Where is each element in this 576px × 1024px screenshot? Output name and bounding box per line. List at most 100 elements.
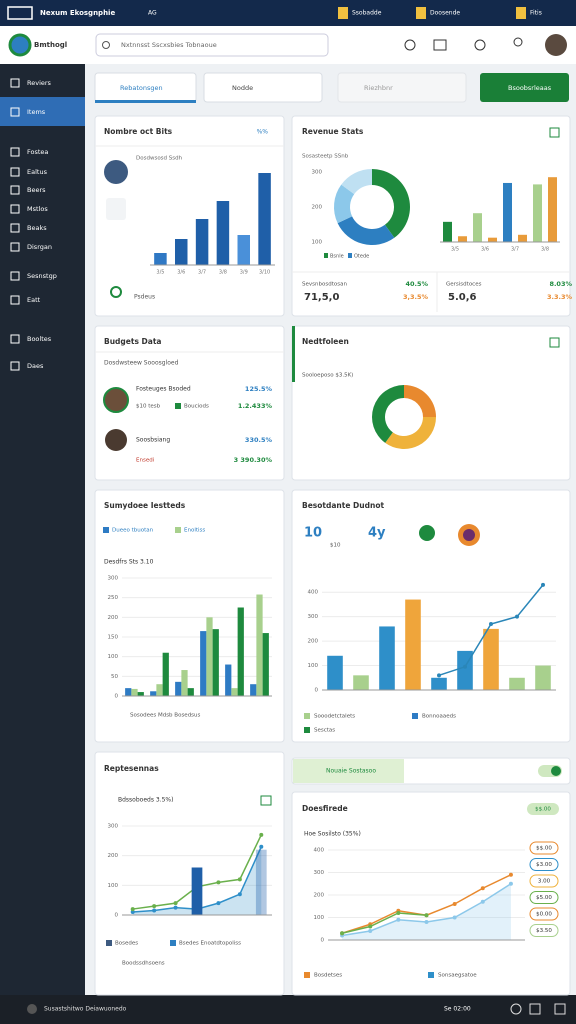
y-tick-label: 0: [115, 694, 119, 700]
y-tick-label: 100: [108, 654, 119, 660]
point: [237, 892, 242, 897]
x-tick-label: 3/8: [219, 270, 227, 276]
point: [480, 886, 485, 891]
point: [396, 911, 401, 915]
checkbox[interactable]: [549, 127, 560, 138]
point: [152, 908, 157, 913]
y-tick-label: 0: [315, 688, 319, 694]
subtitle: Bdssoboeds 3.5%): [118, 797, 173, 804]
scale-label: 200: [312, 205, 323, 211]
bar: [131, 688, 138, 696]
tab-button[interactable]: [480, 73, 569, 102]
nav-icon: [10, 147, 20, 157]
bar: [255, 849, 267, 915]
card-title: Budgets Data: [104, 337, 161, 346]
app-title: Nexum Ekosgnphie: [40, 9, 115, 17]
search-placeholder: Nxtnnsst Sscxsbies Tobnaoue: [121, 41, 217, 49]
legend-label: Bsnle: [330, 254, 344, 260]
y-tick-label: 300: [308, 614, 319, 620]
nav-item: Fostea: [27, 148, 48, 156]
kpi-icon: [463, 529, 475, 541]
point: [424, 913, 429, 918]
bar: [250, 684, 257, 696]
checkbox[interactable]: [549, 337, 560, 348]
card-title: Nedtfoleen: [302, 337, 349, 346]
icon[interactable]: [513, 37, 523, 47]
item-sub: Ensedi: [136, 458, 155, 464]
bar: [353, 675, 369, 690]
x-tick-label: 3/7: [511, 247, 519, 253]
bar: [488, 237, 497, 242]
pill: [529, 924, 559, 937]
bar: [181, 670, 188, 696]
line: [341, 912, 427, 934]
legend-label: Bsedes Enoatdtopoliss: [179, 941, 241, 947]
point: [452, 915, 457, 920]
sidebar: [0, 64, 85, 995]
icon[interactable]: [433, 39, 447, 51]
y-tick-label: 400: [308, 590, 319, 596]
status-text: Susastshitwo Deiawuonedo: [44, 1006, 127, 1013]
checkbox[interactable]: [260, 795, 272, 806]
search-box[interactable]: [95, 33, 329, 57]
stat-change: 3,3.5%: [403, 293, 429, 301]
tag-swatch: [175, 403, 181, 409]
point: [424, 920, 429, 924]
badge: %%: [257, 129, 269, 136]
pill: [529, 907, 559, 921]
icon[interactable]: [554, 1003, 566, 1015]
icon[interactable]: [529, 1003, 541, 1015]
legend: Dosdwsosd Ssdh: [136, 156, 183, 162]
x-tick-label: 3/5: [451, 247, 459, 253]
bar: [503, 182, 512, 242]
donut-slice: [372, 169, 410, 238]
tab[interactable]: [203, 72, 323, 103]
stat-label: Gersisdtoces: [446, 282, 482, 288]
toggle-knob: [551, 766, 561, 776]
nav-icon: [10, 78, 20, 88]
nav-icon: [10, 185, 20, 195]
donut-slice: [341, 169, 372, 195]
status-icon: [110, 286, 122, 298]
pill-label: $5.00: [536, 895, 552, 901]
bar: [518, 234, 527, 242]
stat-value: 5.0,6: [448, 292, 477, 303]
menu-icon[interactable]: [7, 6, 33, 20]
icon[interactable]: [510, 1003, 522, 1015]
bar: [212, 629, 219, 696]
bar: [535, 665, 551, 690]
point: [463, 664, 467, 669]
filter-select[interactable]: [293, 759, 404, 783]
bar: [231, 688, 238, 696]
tab-label: Rebatonsgen: [120, 84, 163, 92]
pill-label: $$.00: [536, 846, 552, 852]
pill: [529, 858, 559, 871]
stat-label: Sevsnbosdtosan: [302, 282, 347, 288]
card-title: Reptesennas: [104, 764, 159, 773]
amount: 125.5%: [245, 385, 273, 393]
legend-label: Otede: [354, 254, 369, 260]
nav-item: Reviers: [27, 79, 52, 87]
tab[interactable]: [337, 72, 467, 103]
nav-item: Eatt: [27, 296, 41, 304]
nav-item: Mstlos: [27, 205, 48, 213]
y-tick-label: 0: [321, 938, 325, 944]
card: [291, 115, 571, 317]
nav-item: Sesnstgp: [27, 272, 57, 280]
icon[interactable]: [404, 39, 416, 51]
filter-label: Nouaie Sostasoo: [326, 768, 376, 775]
bar: [327, 655, 343, 690]
card: [94, 325, 285, 481]
search-icon: [102, 41, 110, 49]
icon[interactable]: [474, 39, 486, 51]
point: [515, 614, 519, 619]
nav-icon: [10, 334, 20, 344]
amount: 1.2.433%: [238, 402, 273, 410]
bottom-bar: [0, 995, 576, 1024]
bar: [187, 688, 194, 696]
bar: [262, 633, 269, 696]
bar: [509, 677, 525, 690]
avatar[interactable]: [545, 34, 567, 56]
